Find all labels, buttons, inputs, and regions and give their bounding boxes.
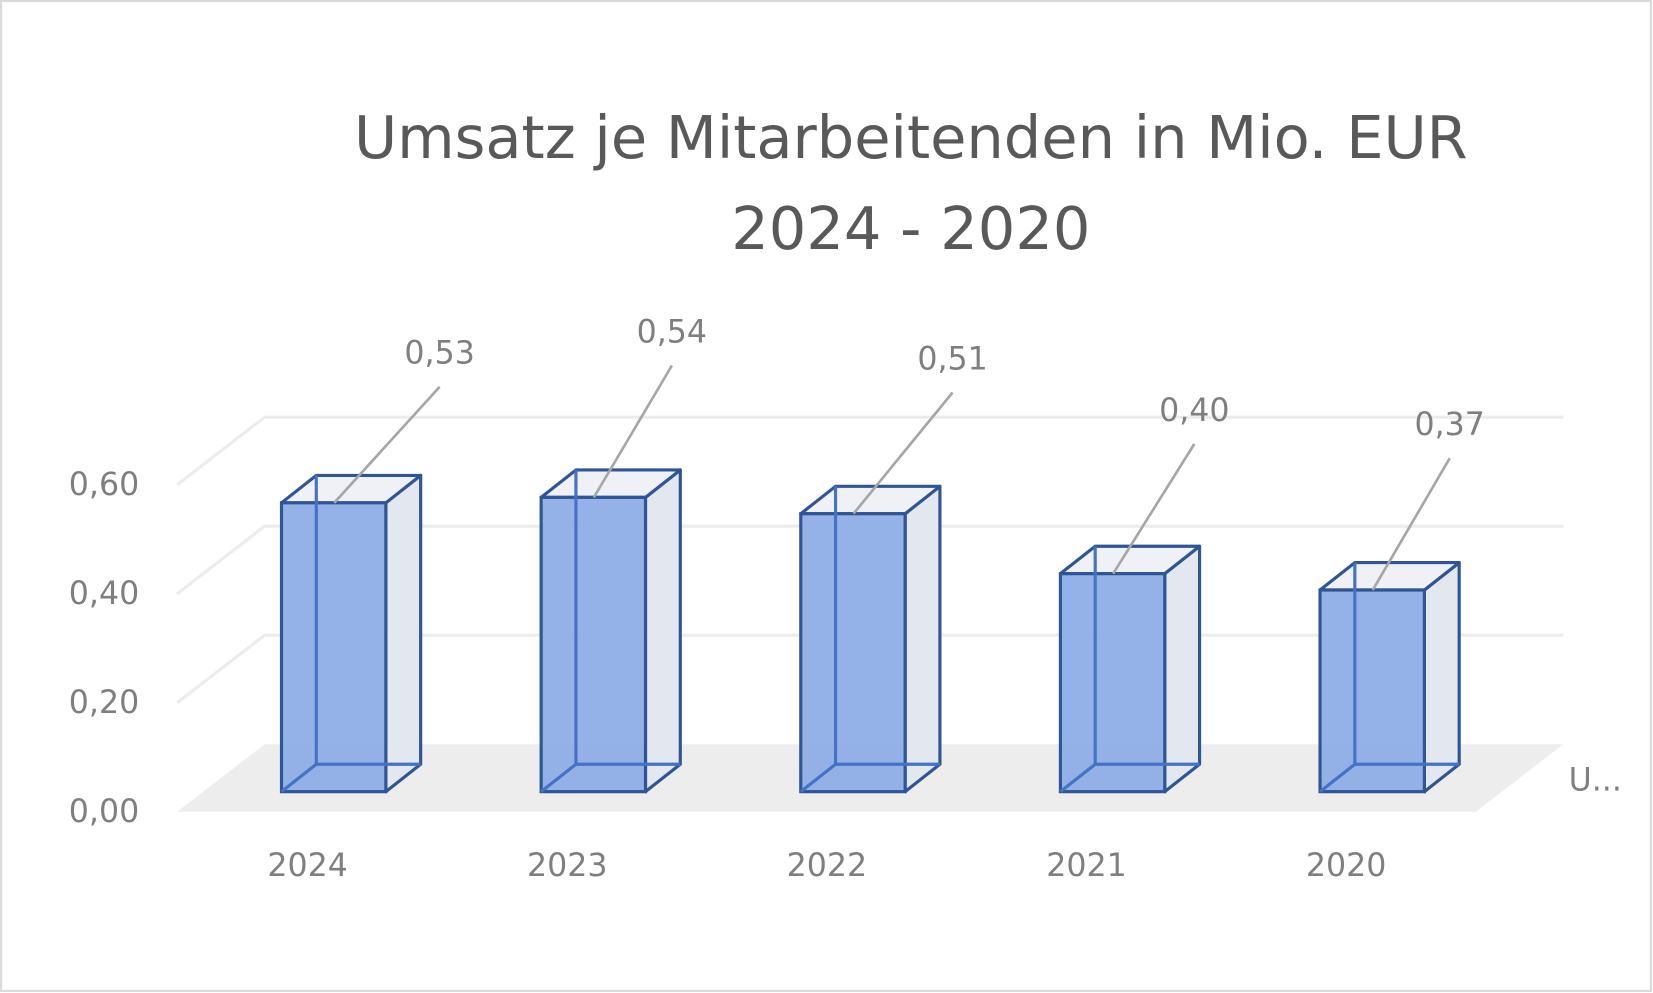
data-label: 0,54 bbox=[637, 314, 707, 350]
x-tick-label: 2021 bbox=[1046, 848, 1126, 884]
y-tick-label: 0,40 bbox=[69, 576, 139, 612]
leader-line bbox=[1112, 443, 1196, 575]
bar-side bbox=[903, 484, 942, 794]
leader-line bbox=[592, 364, 673, 499]
bar-side bbox=[1422, 561, 1461, 794]
chart-title-line-2: 2024 - 2020 bbox=[731, 194, 1090, 263]
data-label: 0,40 bbox=[1159, 393, 1229, 429]
gridline bbox=[176, 524, 1564, 595]
data-label: 0,51 bbox=[917, 341, 987, 377]
bar bbox=[539, 495, 648, 794]
bar-side bbox=[1163, 544, 1202, 794]
x-tick-label: 2024 bbox=[267, 848, 347, 884]
bar bbox=[1058, 572, 1167, 794]
bar-back-edge bbox=[280, 763, 318, 793]
bar bbox=[279, 501, 388, 794]
bar-side bbox=[384, 473, 423, 794]
bar-back-edge bbox=[1319, 763, 1356, 793]
bar-back-edge bbox=[799, 763, 837, 793]
bar-back-edge bbox=[1059, 763, 1097, 793]
legend-entry[interactable]: U... bbox=[1569, 763, 1622, 799]
gridline bbox=[176, 415, 1564, 486]
leader-line bbox=[852, 391, 954, 515]
leader-line bbox=[1371, 457, 1451, 591]
y-tick-label: 0,00 bbox=[69, 794, 139, 830]
y-tick-label: 0,20 bbox=[69, 685, 139, 721]
x-tick-label: 2023 bbox=[527, 848, 607, 884]
x-tick-label: 2020 bbox=[1306, 848, 1386, 884]
bar bbox=[799, 512, 907, 794]
bar-back-edge bbox=[540, 763, 577, 793]
y-tick-label: 0,60 bbox=[69, 467, 139, 503]
x-tick-label: 2022 bbox=[787, 848, 867, 884]
data-label: 0,53 bbox=[404, 336, 474, 372]
data-label: 0,37 bbox=[1415, 407, 1485, 443]
leader-line bbox=[333, 385, 441, 504]
chart-title-line-1: Umsatz je Mitarbeitenden in Mio. EUR bbox=[354, 103, 1468, 172]
bar-side bbox=[643, 468, 682, 794]
bar bbox=[1318, 588, 1426, 794]
